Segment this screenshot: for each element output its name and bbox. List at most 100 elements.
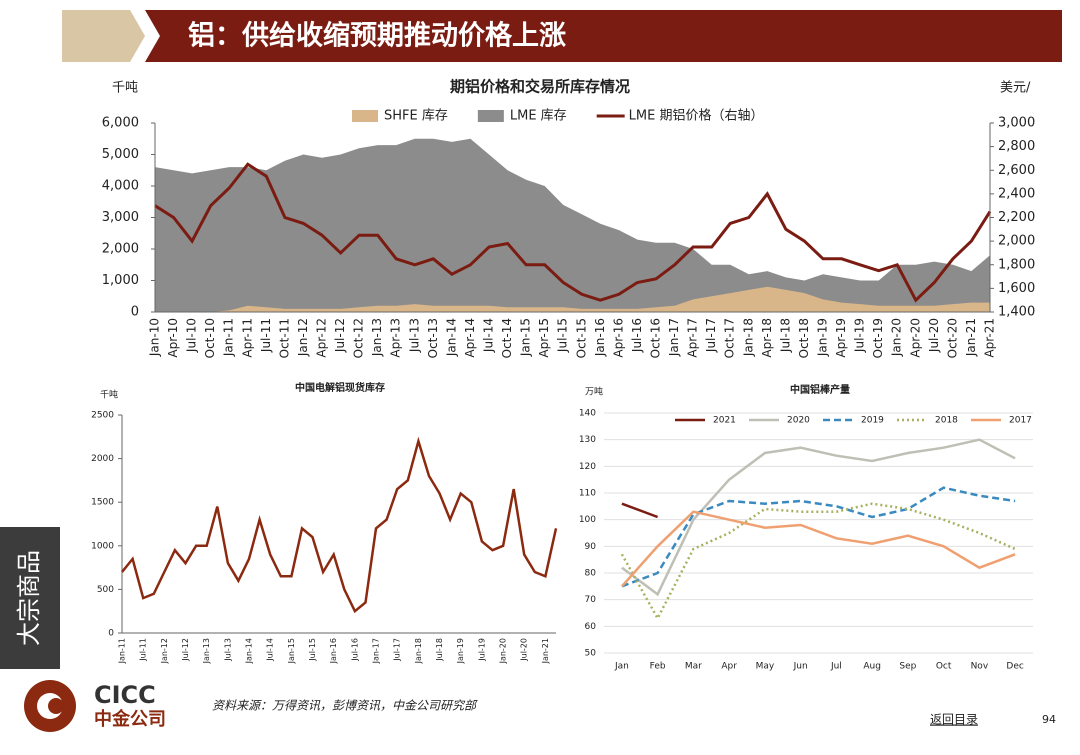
- x-tick-label: Oct-18: [797, 318, 811, 358]
- x-tick-label: Jan-19: [456, 638, 465, 664]
- x-tick-label: Apr: [721, 662, 737, 672]
- x-tick-label: Jan-13: [202, 638, 211, 664]
- x-tick-label: Jul-18: [778, 318, 792, 353]
- x-tick-label: Oct-10: [203, 318, 217, 358]
- x-tick-label: Jul-13: [407, 318, 421, 353]
- x-tick-label: Jan-17: [667, 318, 681, 357]
- y-tick-label: 0: [108, 629, 114, 639]
- logo-text: 中金公司: [94, 708, 166, 730]
- y-tick-label: 500: [97, 585, 114, 595]
- x-tick-label: Jan-10: [148, 318, 162, 357]
- y-tick-label: 1,000: [102, 273, 139, 288]
- x-tick-label: Jan-17: [372, 638, 381, 664]
- y-axis-unit: 千吨: [100, 389, 118, 401]
- y-tick-label: 60: [585, 622, 597, 632]
- x-tick-label: Jul-17: [704, 318, 718, 353]
- y-tick-label: 3,000: [102, 210, 139, 225]
- y2-axis-unit: 美元/: [1000, 81, 1031, 96]
- x-tick-label: Oct-11: [277, 318, 291, 358]
- x-tick-label: Jul-19: [477, 638, 486, 662]
- line: [621, 486, 1016, 588]
- y2-tick-label: 2,200: [998, 210, 1035, 225]
- y2-tick-label: 2,000: [998, 234, 1035, 249]
- side-tab-label: 大宗商品: [15, 550, 43, 646]
- x-tick-label: Oct-13: [426, 318, 440, 358]
- line: [621, 502, 659, 519]
- legend-swatch: [352, 110, 378, 122]
- x-tick-label: Apr-18: [760, 318, 774, 358]
- y-tick-label: 6,000: [102, 116, 139, 131]
- x-tick-label: Jun: [793, 662, 808, 672]
- y-tick-label: 1000: [91, 541, 114, 551]
- x-tick-label: Aug: [863, 662, 881, 672]
- x-tick-label: Jul-14: [482, 318, 496, 353]
- x-tick-label: Jul-18: [435, 638, 444, 662]
- x-tick-label: Apr-12: [315, 318, 329, 358]
- y2-tick-label: 3,000: [998, 116, 1035, 131]
- x-tick-label: Jul-16: [630, 318, 644, 353]
- x-tick-label: Apr-20: [908, 318, 922, 358]
- y-tick-label: 1500: [91, 498, 114, 508]
- x-tick-label: Jan-16: [329, 638, 338, 664]
- x-tick-label: Jan-18: [741, 318, 755, 357]
- x-tick-label: Jan-15: [287, 638, 296, 664]
- x-tick-label: Apr-17: [686, 318, 700, 358]
- logo-mark: [48, 698, 64, 714]
- x-tick-label: Jul-20: [927, 318, 941, 353]
- area: [155, 286, 990, 312]
- x-tick-label: May: [756, 662, 775, 672]
- legend-label: 2019: [861, 416, 884, 426]
- y-tick-label: 0: [131, 305, 139, 320]
- x-tick-label: Jul-15: [556, 318, 570, 353]
- y-tick-label: 80: [585, 569, 597, 579]
- y-axis-unit: 千吨: [112, 81, 138, 96]
- legend-label: 2017: [1009, 416, 1032, 426]
- header-title: 铝：供给收缩预期推动价格上涨: [188, 20, 566, 52]
- chart-title: 中国铝棒产量: [790, 383, 850, 396]
- x-tick-label: Jan-15: [519, 318, 533, 357]
- y2-tick-label: 2,800: [998, 139, 1035, 154]
- line: [154, 162, 992, 303]
- x-tick-label: Oct-12: [352, 318, 366, 358]
- x-tick-label: Jan-12: [160, 638, 169, 664]
- x-tick-label: Jan-18: [414, 638, 423, 664]
- y-tick-label: 70: [585, 595, 597, 605]
- x-tick-label: Jan-21: [541, 638, 550, 664]
- x-tick-label: Apr-21: [983, 318, 997, 358]
- y-tick-label: 4,000: [102, 179, 139, 194]
- y-tick-label: 140: [579, 409, 596, 419]
- y-tick-label: 90: [585, 542, 597, 552]
- x-tick-label: Apr-15: [537, 318, 551, 358]
- x-tick-label: Apr-11: [240, 318, 254, 358]
- x-tick-label: Apr-19: [834, 318, 848, 358]
- legend-label: SHFE 库存: [384, 108, 448, 124]
- x-tick-label: Jul-10: [185, 318, 199, 353]
- x-tick-label: Feb: [650, 662, 666, 672]
- legend-label: LME 库存: [510, 108, 567, 124]
- x-tick-label: Oct-19: [871, 318, 885, 358]
- x-tick-label: Sep: [899, 662, 916, 672]
- x-tick-label: Jul-19: [853, 318, 867, 353]
- toc-link[interactable]: 返回目录: [930, 713, 978, 727]
- x-tick-label: Jul-11: [259, 318, 273, 353]
- x-tick-label: Jul-13: [223, 638, 232, 662]
- x-tick-label: Apr-16: [611, 318, 625, 358]
- x-tick-label: Jan-14: [245, 638, 254, 664]
- x-tick-label: Jan-11: [222, 318, 236, 357]
- y2-tick-label: 1,600: [998, 281, 1035, 296]
- x-tick-label: Jan-12: [296, 318, 310, 357]
- y2-tick-label: 1,800: [998, 257, 1035, 272]
- legend-label: 2020: [787, 416, 810, 426]
- y-tick-label: 120: [579, 462, 596, 472]
- y-axis-unit: 万吨: [585, 386, 603, 398]
- y-tick-label: 2,000: [102, 242, 139, 257]
- x-tick-label: Jan-20: [890, 318, 904, 357]
- source-note: 资料来源：万得资讯，彭博资讯，中金公司研究部: [212, 699, 478, 713]
- legend-label: 2021: [713, 416, 736, 426]
- y-tick-label: 100: [579, 515, 596, 525]
- page-number: 94: [1042, 713, 1056, 726]
- x-tick-label: Oct-15: [574, 318, 588, 358]
- x-tick-label: Jul-14: [266, 638, 275, 662]
- x-tick-label: Jul-17: [393, 638, 402, 662]
- area: [155, 138, 990, 312]
